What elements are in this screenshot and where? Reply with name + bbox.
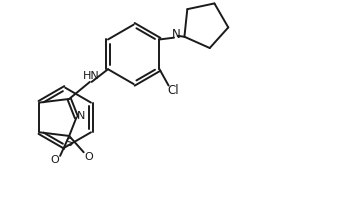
Text: S: S [66, 138, 73, 148]
Text: HN: HN [83, 71, 100, 81]
Text: N: N [172, 28, 180, 41]
Text: N: N [77, 111, 86, 121]
Text: O: O [85, 152, 93, 162]
Text: O: O [51, 155, 60, 165]
Text: Cl: Cl [167, 84, 179, 97]
